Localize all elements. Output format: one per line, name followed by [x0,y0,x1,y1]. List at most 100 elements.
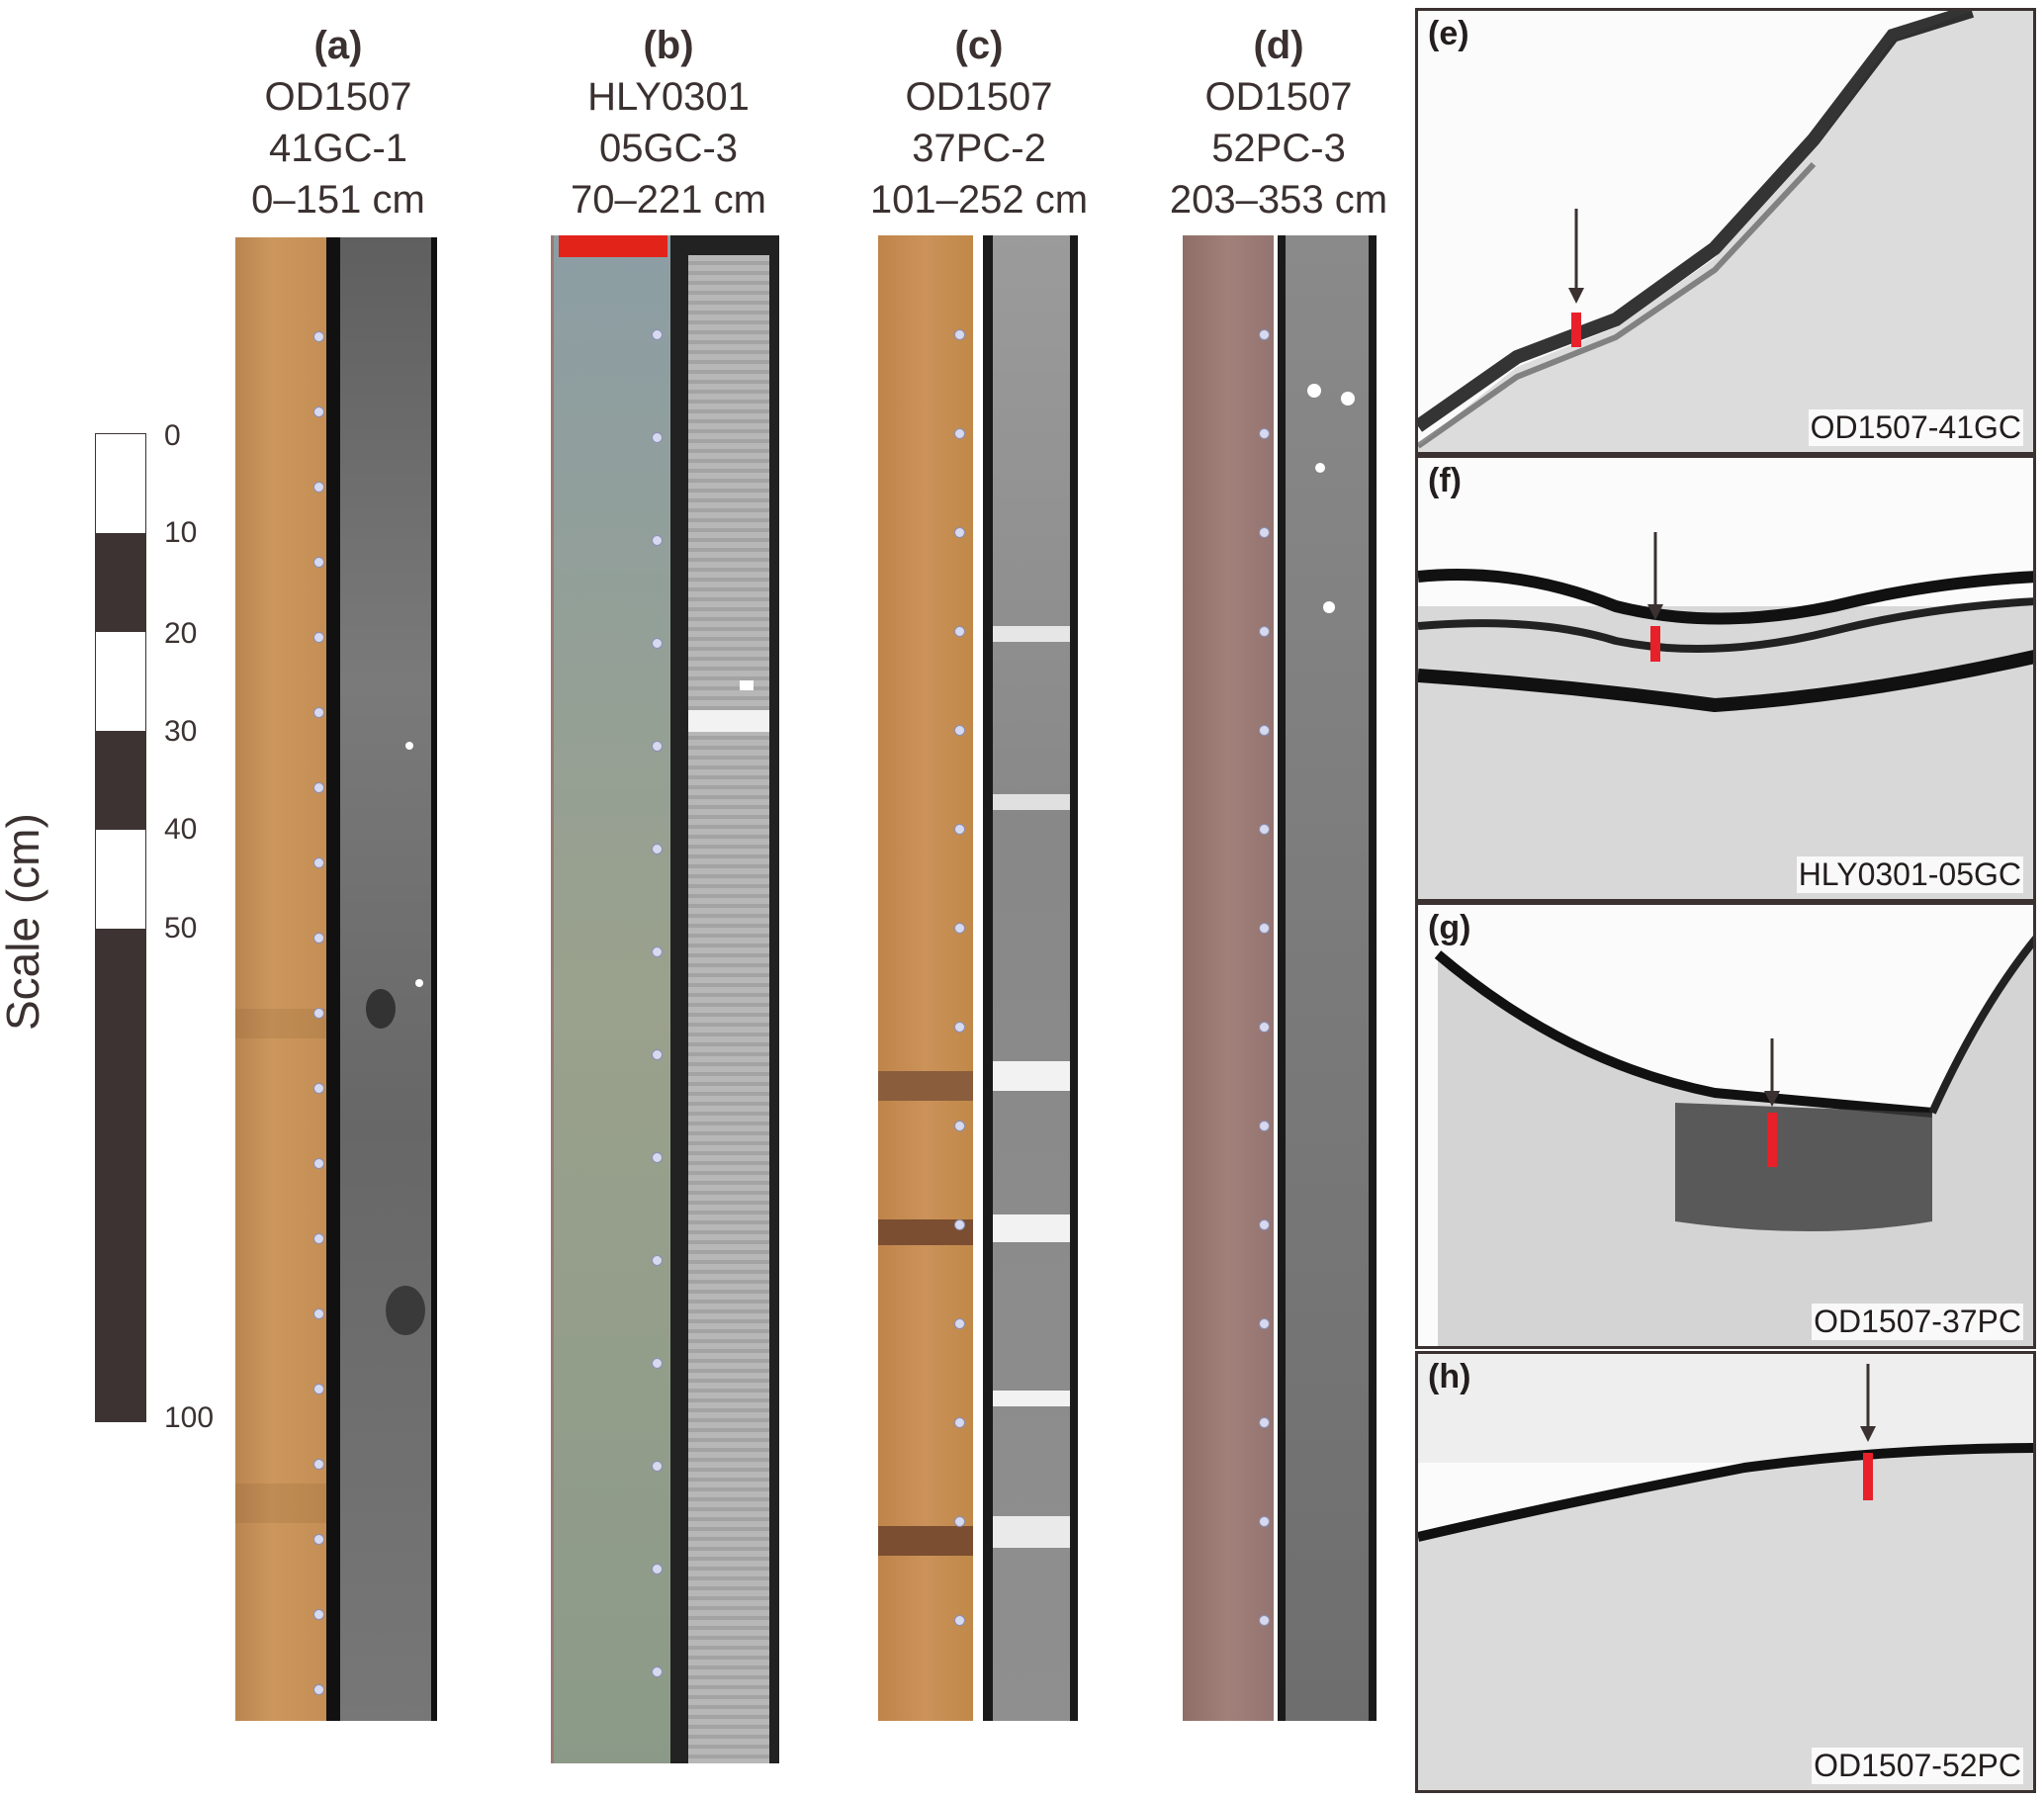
depth-marker-pin [652,1152,663,1163]
depth-marker-pin [1259,1219,1270,1230]
core-b-id: 05GC-3 [598,127,739,170]
core-a-range: 0–151 cm [251,178,425,222]
scale-bar [95,433,146,1422]
core-a-photo [235,237,326,1721]
core-a-header: (a) OD1507 41GC-1 0–151 cm [215,20,462,225]
depth-marker-pin [954,1516,965,1527]
profile-g-name: OD1507-37PC [1812,1304,2023,1340]
core-c-range: 101–252 cm [869,178,1089,222]
depth-marker-pin [1259,428,1270,439]
depth-marker-pin [1259,1516,1270,1527]
profile-e-core-marker [1571,313,1581,347]
scale-segment-20-30 [96,632,145,731]
core-a-letter: (a) [313,24,363,67]
core-c-letter: (c) [954,24,1004,67]
core-a-id: 41GC-1 [268,127,408,170]
depth-marker-pin [313,1083,324,1094]
scale-tick-50: 50 [164,912,198,944]
core-d-range: 203–353 cm [1169,178,1388,222]
core-b-letter: (b) [643,24,694,67]
depth-marker-pin [652,1666,663,1677]
depth-marker-pin [313,482,324,493]
depth-marker-pin [313,933,324,944]
profile-e-name: OD1507-41GC [1808,409,2023,446]
profile-h-letter: (h) [1428,1358,1471,1395]
depth-marker-pin [313,406,324,417]
core-c-ct-scan [983,235,1078,1721]
profile-e-image [1418,11,2033,452]
profile-g-core-marker [1767,1113,1777,1167]
depth-marker-pin [313,557,324,568]
depth-marker-pin [652,1461,663,1472]
depth-marker-pin [313,1459,324,1470]
depth-marker-pin [954,1615,965,1626]
scale-segment-50-100 [96,929,145,1421]
depth-marker-pin [313,1684,324,1695]
scale-segment-40-50 [96,830,145,929]
profile-f-image [1418,532,2033,899]
depth-marker-pin [954,626,965,637]
depth-marker-pin [1259,626,1270,637]
profile-f-name: HLY0301-05GC [1796,856,2023,893]
depth-marker-pin [1259,1615,1270,1626]
core-c-header: (c) OD1507 37PC-2 101–252 cm [855,20,1103,225]
depth-marker-pin [652,1564,663,1574]
depth-marker-pin [954,1022,965,1033]
scale-title: Scale (cm) [0,813,48,1031]
core-d-ct-scan [1278,235,1377,1721]
core-c-cruise: OD1507 [905,75,1053,119]
depth-marker-pin [652,638,663,649]
scale-segment-30-40 [96,731,145,830]
depth-marker-pin [313,857,324,868]
depth-marker-pin [954,1219,965,1230]
profile-g-image [1434,936,2033,1346]
depth-marker-pin [652,1358,663,1369]
core-d-cruise: OD1507 [1204,75,1353,119]
core-b-cruise: HLY0301 [587,75,750,119]
core-b-ct-scan [670,235,779,1763]
scale-tick-10: 10 [164,516,198,549]
depth-marker-pin [652,535,663,546]
depth-marker-pin [954,1318,965,1329]
core-b-header: (b) HLY0301 05GC-3 70–221 cm [545,20,792,225]
scale-tick-100: 100 [164,1401,215,1434]
depth-marker-pin [954,527,965,538]
depth-marker-pin [313,782,324,793]
depth-marker-pin [652,329,663,340]
profile-h-core-marker [1863,1453,1873,1500]
core-b-photo [551,235,672,1763]
depth-marker-pin [954,428,965,439]
depth-marker-pin [1259,824,1270,835]
depth-marker-pin [313,632,324,643]
core-b-range: 70–221 cm [571,178,766,222]
depth-marker-pin [954,329,965,340]
depth-marker-pin [1259,923,1270,934]
core-d-id: 52PC-3 [1211,127,1346,170]
scale-tick-30: 30 [164,715,198,748]
core-a-ct-scan [326,237,437,1721]
core-d-header: (d) OD1507 52PC-3 203–353 cm [1155,20,1402,225]
core-a-cruise: OD1507 [264,75,412,119]
profile-h-name: OD1507-52PC [1812,1748,2023,1784]
depth-marker-pin [1259,1121,1270,1131]
profile-e-letter: (e) [1428,15,1469,52]
profile-panel-e: (e) OD1507-41GC [1415,8,2036,455]
depth-marker-pin [313,1158,324,1169]
depth-marker-pin [313,1233,324,1244]
profile-h-image [1418,1354,2033,1790]
depth-marker-pin [1259,329,1270,340]
depth-marker-pin [954,725,965,736]
depth-marker-pin [954,1417,965,1428]
depth-marker-pin [313,331,324,342]
scale-tick-0: 0 [164,419,181,452]
depth-marker-pin [313,707,324,718]
profile-f-letter: (f) [1428,462,1462,499]
depth-marker-pin [1259,1318,1270,1329]
depth-marker-pin [1259,725,1270,736]
depth-marker-pin [954,923,965,934]
depth-marker-pin [313,1008,324,1019]
depth-marker-pin [652,1049,663,1060]
depth-marker-pin [954,824,965,835]
depth-marker-pin [652,1255,663,1266]
depth-marker-pin [652,741,663,752]
